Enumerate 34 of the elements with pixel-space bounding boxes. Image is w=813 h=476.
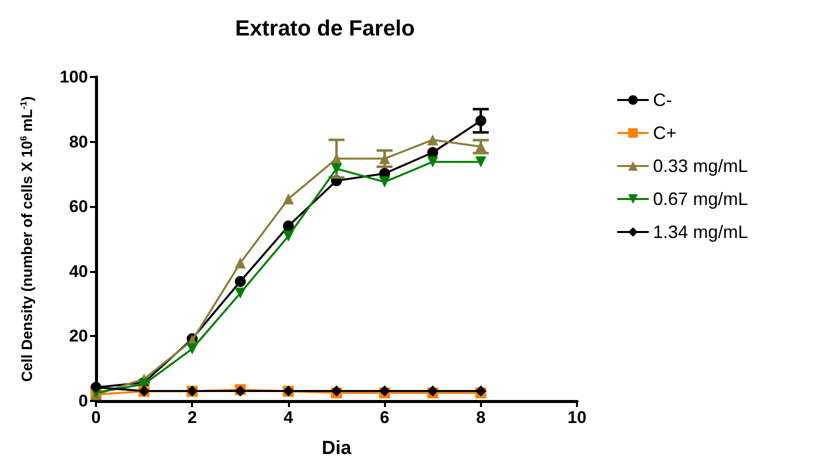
legend-label: 0.33 mg/mL (653, 156, 748, 176)
x-tick-label: 4 (284, 408, 294, 427)
y-tick-label: 0 (78, 392, 88, 410)
legend-label: C+ (653, 123, 677, 143)
point (186, 343, 198, 354)
legend-label: 1.34 mg/mL (653, 222, 748, 242)
point (427, 156, 438, 168)
x-tick-label: 0 (91, 408, 101, 427)
point (475, 115, 486, 126)
x-axis-title: Dia (322, 438, 352, 459)
legend-label: 0.67 mg/mL (653, 189, 748, 209)
x-tick-label: 10 (568, 408, 586, 427)
point (427, 134, 438, 146)
point (282, 220, 294, 232)
y-tick-label: 60 (69, 197, 88, 216)
point (234, 288, 246, 299)
point (427, 146, 438, 158)
point (379, 176, 390, 188)
x-tick-label: 2 (187, 408, 197, 427)
y-tick-label: 20 (69, 326, 88, 346)
y-axis-title: Cell Density (number of cells X 106 mL-1) (18, 96, 36, 382)
point (234, 257, 246, 268)
y-tick-label: 80 (69, 132, 88, 152)
y-tick-label: 100 (60, 68, 88, 86)
point (331, 163, 342, 174)
legend-label: C- (653, 90, 672, 110)
chart-title: Extrato de Farelo (235, 16, 415, 40)
point (282, 193, 294, 204)
x-tick-label: 8 (476, 408, 486, 427)
point (475, 156, 486, 168)
point (282, 230, 294, 242)
y-tick-label: 40 (69, 262, 88, 281)
x-tick-label: 6 (380, 408, 390, 427)
point (234, 276, 246, 287)
